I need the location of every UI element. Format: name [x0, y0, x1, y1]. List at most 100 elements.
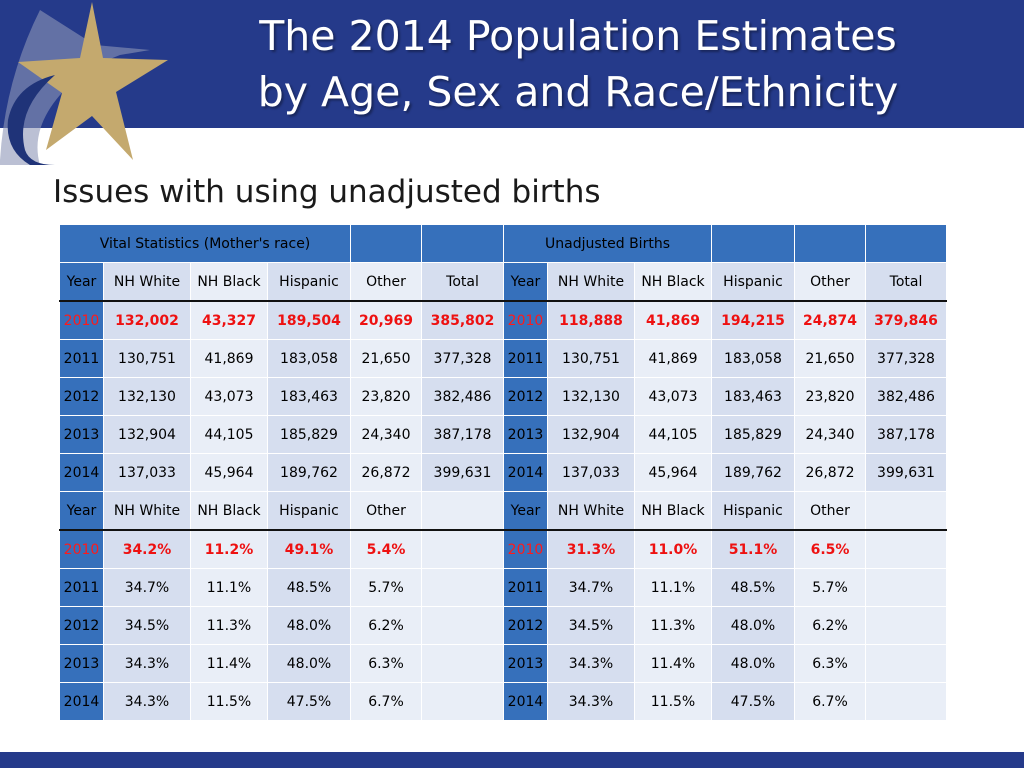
- left-pct-other: 6.7%: [350, 682, 422, 721]
- right-header-year: Year: [503, 491, 548, 531]
- right-cell-nh-white: 130,751: [547, 339, 635, 378]
- right-pct-hispanic: 51.1%: [711, 529, 795, 569]
- left-pct-blank: [421, 529, 504, 569]
- right-cell-year: 2012: [503, 377, 548, 416]
- right-cell-total: 377,328: [865, 339, 947, 378]
- banner-blank-cell: [350, 224, 422, 263]
- left-cell-nh-white: 130,751: [103, 339, 191, 378]
- left-cell-nh-black: 43,327: [190, 300, 268, 340]
- left-header-nh-black: NH Black: [190, 262, 268, 302]
- right-pct-blank: [865, 529, 947, 569]
- left-header-nh-black: NH Black: [190, 491, 268, 531]
- left-pct-other: 5.4%: [350, 529, 422, 569]
- right-header-other: Other: [794, 262, 866, 302]
- right-header-hispanic: Hispanic: [711, 491, 795, 531]
- right-cell-year: 2013: [503, 415, 548, 454]
- left-pct-blank: [421, 568, 504, 607]
- left-cell-hispanic: 189,504: [267, 300, 351, 340]
- right-pct-other: 6.7%: [794, 682, 866, 721]
- left-cell-hispanic: 183,058: [267, 339, 351, 378]
- right-pct-nh-white: 34.5%: [547, 606, 635, 645]
- left-cell-other: 20,969: [350, 300, 422, 340]
- right-cell-nh-black: 44,105: [634, 415, 712, 454]
- left-cell-hispanic: 185,829: [267, 415, 351, 454]
- left-cell-nh-white: 132,130: [103, 377, 191, 416]
- right-header-nh-white: NH White: [547, 262, 635, 302]
- left-header-year: Year: [59, 262, 104, 302]
- right-cell-year: 2014: [503, 453, 548, 492]
- right-cell-total: 379,846: [865, 300, 947, 340]
- right-pct-blank: [865, 606, 947, 645]
- left-cell-nh-white: 132,002: [103, 300, 191, 340]
- left-pct-nh-white: 34.3%: [103, 682, 191, 721]
- left-cell-total: 382,486: [421, 377, 504, 416]
- left-cell-year: 2011: [59, 339, 104, 378]
- right-header-other: Other: [794, 491, 866, 531]
- footer-bar: [0, 752, 1024, 768]
- right-header-blank: [865, 491, 947, 531]
- left-pct-year: 2010: [59, 529, 104, 569]
- right-cell-nh-black: 41,869: [634, 339, 712, 378]
- table-body: Vital Statistics (Mother's race) Unadjust…: [59, 224, 947, 721]
- star-logo-icon: [0, 2, 168, 165]
- left-cell-year: 2014: [59, 453, 104, 492]
- left-cell-year: 2012: [59, 377, 104, 416]
- left-header-other: Other: [350, 262, 422, 302]
- right-pct-year: 2013: [503, 644, 548, 683]
- right-pct-blank: [865, 644, 947, 683]
- left-pct-hispanic: 48.0%: [267, 644, 351, 683]
- right-pct-nh-black: 11.0%: [634, 529, 712, 569]
- left-cell-year: 2013: [59, 415, 104, 454]
- left-pct-blank: [421, 682, 504, 721]
- left-cell-hispanic: 183,463: [267, 377, 351, 416]
- left-cell-hispanic: 189,762: [267, 453, 351, 492]
- right-pct-blank: [865, 568, 947, 607]
- left-pct-hispanic: 48.5%: [267, 568, 351, 607]
- table-row: 2011 130,751 41,869 183,058 21,650 377,328 201…: [59, 339, 947, 378]
- title-line-2: by Age, Sex and Race/Ethnicity: [257, 68, 899, 116]
- table-row: 2010 34.2% 11.2% 49.1% 5.4% 2010 31.3% 11.0% 51.…: [59, 529, 947, 569]
- left-cell-nh-white: 137,033: [103, 453, 191, 492]
- left-table-banner: Vital Statistics (Mother's race): [59, 224, 351, 263]
- left-cell-nh-black: 41,869: [190, 339, 268, 378]
- right-cell-total: 387,178: [865, 415, 947, 454]
- right-pct-other: 5.7%: [794, 568, 866, 607]
- left-header-year: Year: [59, 491, 104, 531]
- right-cell-nh-white: 132,904: [547, 415, 635, 454]
- left-header-nh-white: NH White: [103, 491, 191, 531]
- left-pct-nh-white: 34.7%: [103, 568, 191, 607]
- left-cell-other: 23,820: [350, 377, 422, 416]
- right-cell-nh-white: 137,033: [547, 453, 635, 492]
- right-cell-nh-white: 118,888: [547, 300, 635, 340]
- left-pct-blank: [421, 606, 504, 645]
- right-cell-other: 21,650: [794, 339, 866, 378]
- right-pct-other: 6.2%: [794, 606, 866, 645]
- left-pct-nh-black: 11.1%: [190, 568, 268, 607]
- right-pct-other: 6.5%: [794, 529, 866, 569]
- banner-blank-cell: [794, 224, 866, 263]
- right-pct-year: 2012: [503, 606, 548, 645]
- left-cell-other: 21,650: [350, 339, 422, 378]
- left-pct-year: 2013: [59, 644, 104, 683]
- right-pct-nh-white: 34.3%: [547, 682, 635, 721]
- right-cell-hispanic: 183,463: [711, 377, 795, 416]
- left-pct-nh-black: 11.4%: [190, 644, 268, 683]
- table-row: 2014 34.3% 11.5% 47.5% 6.7% 2014 34.3% 11.5% 47.…: [59, 682, 947, 721]
- title-banner: [0, 0, 1024, 128]
- table-row: Year NH White NH Black Hispanic Other Year NH …: [59, 491, 947, 531]
- right-cell-year: 2011: [503, 339, 548, 378]
- right-header-hispanic: Hispanic: [711, 262, 795, 302]
- left-pct-nh-black: 11.3%: [190, 606, 268, 645]
- left-pct-nh-white: 34.2%: [103, 529, 191, 569]
- left-header-hispanic: Hispanic: [267, 262, 351, 302]
- banner-blank-cell: [865, 224, 947, 263]
- right-header-nh-black: NH Black: [634, 491, 712, 531]
- right-cell-other: 23,820: [794, 377, 866, 416]
- left-cell-other: 26,872: [350, 453, 422, 492]
- births-table: Vital Statistics (Mother's race) Unadjust…: [59, 224, 947, 721]
- table-row: 2013 34.3% 11.4% 48.0% 6.3% 2013 34.3% 11.4% 48.…: [59, 644, 947, 683]
- left-pct-other: 6.3%: [350, 644, 422, 683]
- table-row: 2013 132,904 44,105 185,829 24,340 387,178 201…: [59, 415, 947, 454]
- right-pct-blank: [865, 682, 947, 721]
- right-pct-other: 6.3%: [794, 644, 866, 683]
